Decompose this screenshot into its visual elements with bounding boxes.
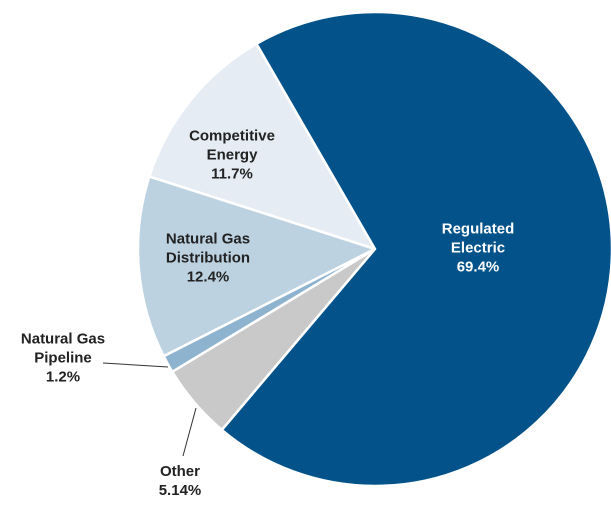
- category-label: Natural Gas Pipeline: [20, 330, 106, 367]
- value-label: 11.7%: [211, 165, 253, 183]
- slice-label: Natural Gas Distribution 12.4%: [148, 230, 268, 287]
- slice-label: Regulated Electric 69.4%: [418, 220, 538, 277]
- category-label: Competitive Energy: [189, 127, 275, 164]
- slice-label: Other 5.14%: [120, 462, 240, 500]
- slice-label: Natural Gas Pipeline 1.2%: [3, 330, 123, 387]
- pie-slice: [147, 42, 378, 252]
- category-label: Regulated Electric: [441, 220, 515, 257]
- leader-line: [182, 407, 197, 457]
- slice-label: Competitive Energy 11.7%: [172, 127, 292, 184]
- leader-line: [102, 362, 169, 368]
- category-label: Other: [159, 463, 200, 480]
- category-label: Natural Gas Distribution: [165, 230, 251, 267]
- value-label: 1.2%: [45, 368, 81, 386]
- value-label: 69.4%: [456, 258, 500, 276]
- value-label: 5.14%: [158, 482, 202, 499]
- value-label: 12.4%: [186, 268, 230, 286]
- pie-slice: [136, 174, 379, 358]
